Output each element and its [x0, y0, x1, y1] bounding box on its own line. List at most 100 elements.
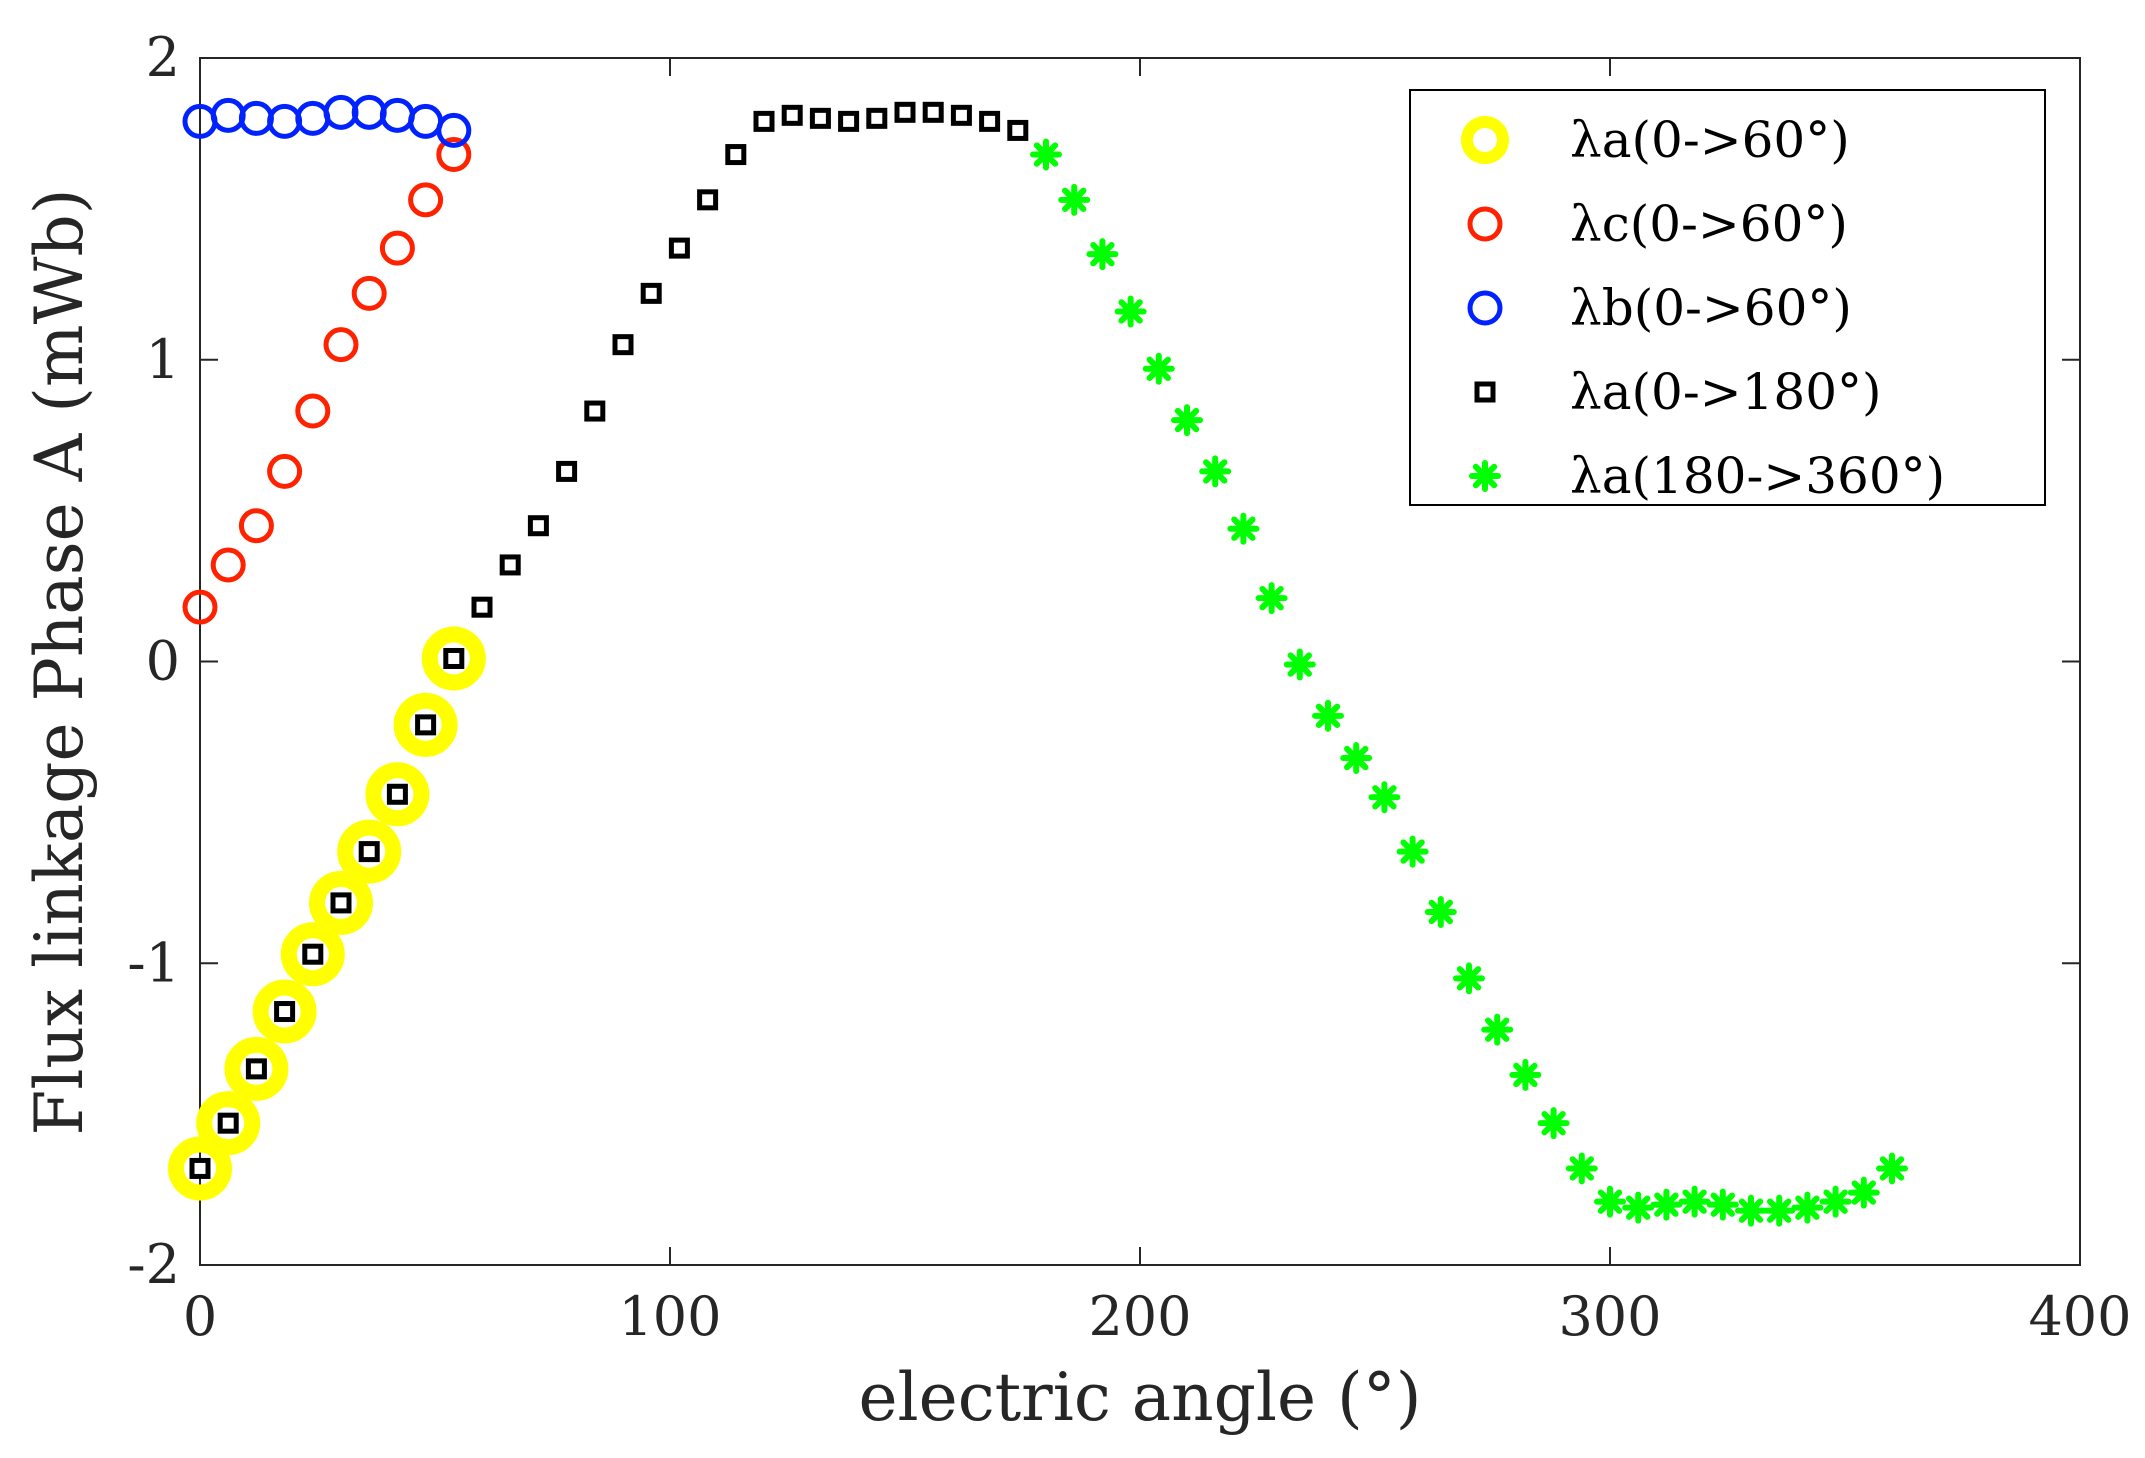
marker-square	[781, 104, 803, 126]
legend-entry: λa(0->180°)	[1474, 363, 1882, 421]
series-group	[1030, 138, 1908, 1227]
y-tick-label: 0	[146, 630, 180, 693]
marker-lambda-a-0-60	[196, 1091, 261, 1156]
marker-square	[838, 110, 860, 132]
marker-asterisk	[1030, 138, 1062, 171]
marker-lambda-a-0-60	[365, 762, 430, 827]
marker-asterisk	[1876, 1152, 1908, 1185]
marker-circle	[408, 182, 444, 218]
marker-square	[471, 596, 493, 618]
marker-asterisk	[1735, 1194, 1767, 1227]
marker-circle	[210, 547, 246, 583]
marker-square	[612, 334, 634, 356]
marker-lambda-a-0-60	[393, 692, 458, 757]
marker-square	[330, 892, 352, 914]
marker-lambda-a-0-60	[337, 819, 402, 884]
marker-square	[809, 107, 831, 129]
y-tick-label: -2	[127, 1233, 180, 1296]
x-tick-label: 400	[2028, 1285, 2131, 1348]
marker-circle	[436, 137, 472, 173]
marker-asterisk	[1706, 1188, 1739, 1221]
data-markers	[168, 94, 1908, 1227]
marker-asterisk	[1650, 1188, 1683, 1221]
y-axis-title: Flux linkage Phase A (mWb)	[21, 189, 98, 1136]
legend-entry: λb(0->60°)	[1467, 279, 1852, 337]
marker-square	[894, 101, 916, 123]
marker-circle	[1467, 206, 1503, 242]
marker-asterisk	[1469, 460, 1501, 492]
tick-labels: 0 100 200 300 400 -2 -1 0 1 2	[127, 26, 2131, 1348]
marker-circle	[182, 589, 218, 625]
legend: λa(0->60°) λc(0->60°) λb(0->60°) λa(0->180°…	[1409, 89, 2046, 506]
series-group	[182, 94, 472, 148]
marker-lambda-a-0-60	[421, 626, 486, 691]
marker-square	[245, 1058, 267, 1080]
marker-circle	[295, 393, 331, 429]
marker-asterisk	[1622, 1191, 1655, 1224]
marker-square	[189, 1157, 211, 1179]
x-tick-label: 0	[183, 1285, 217, 1348]
marker-asterisk	[1199, 455, 1232, 488]
series-group	[182, 137, 472, 625]
marker-asterisk	[1283, 648, 1316, 681]
marker-lambda-a-0-60	[224, 1036, 289, 1101]
marker-asterisk	[1171, 404, 1203, 437]
marker-circle	[267, 453, 303, 489]
marker-asterisk	[1396, 835, 1429, 868]
legend-label: λa(180->360°)	[1570, 447, 1945, 505]
marker-square	[922, 101, 944, 123]
marker-asterisk	[1847, 1176, 1880, 1209]
marker-square	[950, 104, 972, 126]
marker-lambda-a-0-60	[168, 1136, 232, 1201]
marker-square	[217, 1112, 239, 1134]
y-tick-label: 2	[146, 26, 180, 89]
axis-ticks	[199, 57, 2081, 1266]
marker-asterisk	[1312, 699, 1344, 732]
marker-lambda-a-0-60	[280, 922, 345, 987]
marker-asterisk	[1819, 1185, 1852, 1218]
marker-square	[979, 110, 1001, 132]
legend-label: λa(0->180°)	[1570, 363, 1882, 421]
marker-asterisk	[1509, 1058, 1542, 1091]
marker-square	[668, 237, 690, 259]
x-tick-label: 200	[1088, 1285, 1191, 1348]
marker-square	[527, 515, 549, 537]
marker-lambda-a-0-60	[309, 870, 373, 935]
x-tick-label: 300	[1558, 1285, 1661, 1348]
legend-entry: λa(0->60°)	[1461, 111, 1850, 169]
marker-lambda-a-0-60	[252, 979, 317, 1044]
marker-circle	[379, 230, 415, 266]
marker-square	[866, 107, 888, 129]
marker-asterisk	[1481, 1013, 1514, 1046]
marker-square	[443, 647, 465, 669]
marker-square	[499, 554, 521, 576]
marker-square	[358, 841, 380, 863]
marker-asterisk	[1368, 781, 1401, 814]
series-group	[168, 626, 486, 1201]
y-tick-label: 1	[146, 328, 180, 391]
marker-circle	[238, 508, 274, 544]
marker-asterisk	[1142, 352, 1175, 385]
marker-asterisk	[1340, 742, 1373, 775]
marker-asterisk	[1114, 295, 1147, 328]
series-group	[189, 101, 1029, 1179]
y-tick-label: -1	[127, 931, 180, 994]
marker-square	[584, 400, 606, 422]
marker-asterisk	[1791, 1191, 1824, 1224]
marker-circle	[323, 327, 359, 363]
marker-asterisk	[1424, 895, 1457, 928]
marker-square	[274, 1001, 296, 1023]
marker-square	[725, 144, 747, 166]
legend-label: λa(0->60°)	[1570, 111, 1850, 169]
marker-square	[556, 460, 578, 482]
legend-entry: λa(180->360°)	[1469, 447, 1945, 505]
marker-square	[1007, 119, 1029, 141]
marker-square	[753, 110, 775, 132]
marker-asterisk	[1086, 238, 1119, 271]
marker-square	[302, 943, 324, 965]
marker-square	[415, 714, 437, 736]
marker-asterisk	[1594, 1185, 1626, 1218]
legend-entry: λc(0->60°)	[1467, 195, 1848, 253]
marker-square	[386, 783, 408, 805]
